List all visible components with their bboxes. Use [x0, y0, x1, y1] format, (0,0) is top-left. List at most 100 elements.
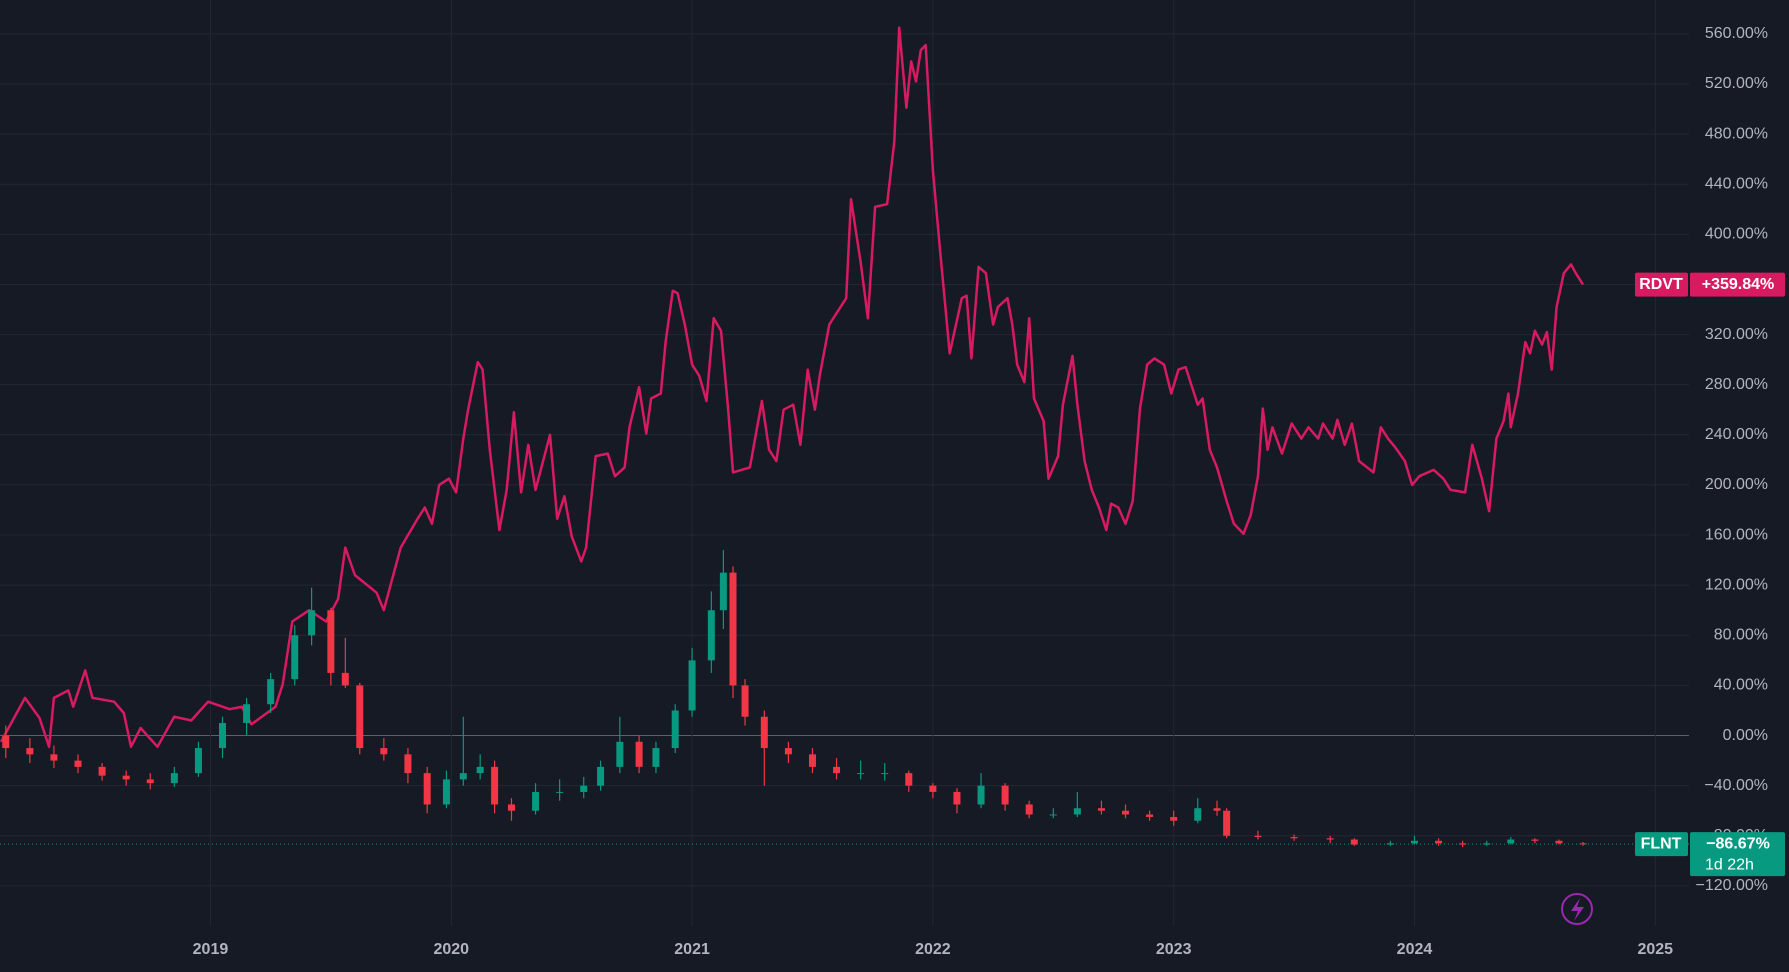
candle-body [1122, 810, 1130, 815]
candle-body [1555, 840, 1563, 844]
x-tick-label: 2021 [674, 941, 710, 958]
x-tick-label: 2023 [1156, 941, 1192, 958]
y-tick-label: 400.00% [1705, 226, 1768, 243]
candle-body [380, 748, 388, 755]
candle-body [808, 754, 816, 767]
series-name-tag [1635, 272, 1688, 297]
y-tick-label: 480.00% [1705, 125, 1768, 142]
candle-body [953, 791, 961, 805]
candle-body [1483, 843, 1491, 845]
candle-body [719, 572, 727, 611]
candle-body [1194, 808, 1202, 821]
candle-body [1223, 810, 1231, 836]
countdown-label: 1d 22h [1705, 856, 1754, 873]
line-series [0, 26, 1585, 749]
candle-body [688, 660, 696, 711]
y-tick-label: 80.00% [1714, 627, 1768, 644]
candle-body [356, 685, 364, 749]
last-value-label: −86.67% [1706, 835, 1770, 852]
candle-body [929, 785, 937, 792]
flash-icon[interactable] [1561, 893, 1593, 925]
candle-body [1097, 808, 1105, 811]
candle-body [671, 710, 679, 749]
candle-body [1254, 835, 1262, 838]
candle-body [729, 572, 737, 686]
last-value-tag [1690, 832, 1785, 877]
y-tick-label: 200.00% [1705, 476, 1768, 493]
candle-body [98, 766, 106, 776]
candle-body [243, 704, 251, 724]
candle-body [404, 754, 412, 774]
candle-body [1146, 814, 1154, 817]
candle-body [170, 773, 178, 784]
candle-body [291, 635, 299, 680]
candle-body [1579, 843, 1587, 845]
candle-body [267, 679, 275, 705]
candle-body [26, 748, 34, 755]
candle-body [1386, 843, 1394, 845]
x-tick-label: 2025 [1637, 941, 1673, 958]
y-tick-label: 560.00% [1705, 25, 1768, 42]
y-tick-label: −40.00% [1704, 777, 1768, 794]
candle-body [556, 791, 564, 793]
candle-body [507, 804, 515, 811]
last-value-label: +359.84% [1702, 276, 1775, 293]
candle-body [741, 685, 749, 717]
series-name-tag [1635, 832, 1688, 857]
candle-body [1507, 839, 1515, 844]
y-tick-label: 160.00% [1705, 526, 1768, 543]
x-tick-label: 2019 [193, 941, 229, 958]
x-tick-label: 2022 [915, 941, 951, 958]
candle-body [784, 748, 792, 755]
y-tick-label: 240.00% [1705, 426, 1768, 443]
candle-body [635, 741, 643, 767]
candle-body [308, 610, 316, 636]
candle-body [194, 748, 202, 774]
y-tick-label: 40.00% [1714, 677, 1768, 694]
candle-body [905, 773, 913, 786]
candle-body [652, 748, 660, 767]
candle-body [707, 610, 715, 661]
y-tick-label: 280.00% [1705, 376, 1768, 393]
candle-body [1350, 839, 1358, 845]
candle-body [532, 791, 540, 811]
candle-body [977, 785, 985, 805]
y-tick-label: 520.00% [1705, 75, 1768, 92]
candle-body [1290, 837, 1298, 839]
candle-body [2, 735, 10, 749]
candle-body [1435, 840, 1443, 844]
candle-body [833, 766, 841, 774]
candle-body [1531, 839, 1539, 841]
candle-body [1213, 808, 1221, 811]
series-name: RDVT [1639, 276, 1683, 293]
candle-body [1459, 843, 1467, 845]
candle-body [146, 779, 154, 784]
marks-layer [0, 26, 1689, 848]
series-name: FLNT [1641, 835, 1682, 852]
y-tick-label: 440.00% [1705, 175, 1768, 192]
candle-body [580, 785, 588, 792]
candle-body [1073, 808, 1081, 815]
candle-body [760, 716, 768, 749]
candle-body [1410, 840, 1418, 844]
candle-body [219, 723, 227, 749]
candle-body [597, 766, 605, 786]
y-tick-label: 0.00% [1723, 727, 1768, 744]
candle-body [1049, 814, 1057, 816]
candle-body [881, 773, 889, 775]
candle-body [1001, 785, 1009, 805]
candle-body [1170, 816, 1178, 821]
candle-body [857, 773, 865, 775]
candle-body [122, 775, 130, 780]
y-tick-label: 320.00% [1705, 326, 1768, 343]
candle-body [491, 766, 499, 805]
candle-body [341, 672, 349, 686]
x-tick-label: 2020 [433, 941, 469, 958]
candle-body [476, 766, 484, 774]
candle-body [1025, 804, 1033, 815]
candle-body [327, 610, 335, 673]
last-value-tag [1690, 272, 1785, 297]
candle-body [1326, 838, 1334, 840]
